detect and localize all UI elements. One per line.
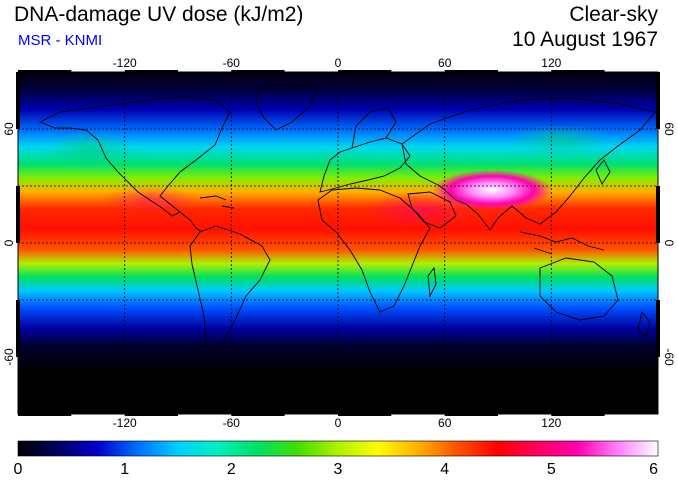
- lat-label: 60: [662, 122, 676, 136]
- lat-label: 60: [2, 122, 16, 136]
- colorbar-gradient: [17, 440, 659, 457]
- colorbar-tick-label: 1: [120, 461, 129, 478]
- map-panel: -120 -60 0 60 120 -120 -60 0 60 120 60 0…: [2, 56, 676, 430]
- lon-label: 60: [438, 416, 452, 430]
- north-america-coastline: [38, 95, 231, 217]
- latitude-labels-left: 60 0 -60: [2, 122, 16, 366]
- australia-coastline: [539, 257, 619, 321]
- lat-label: -60: [2, 348, 16, 366]
- longitude-labels-top: -120 -60 0 60 120: [113, 56, 562, 70]
- colorbar-tick-label: 6: [649, 461, 658, 478]
- pacific-cloud-band: [45, 132, 135, 168]
- colorbar-tick-label: 0: [14, 461, 23, 478]
- japan-coastline: [595, 159, 611, 185]
- lon-label: -120: [113, 56, 137, 70]
- colorbar-tick-label: 5: [547, 461, 556, 478]
- new-zealand-coastline: [637, 310, 651, 337]
- lon-label: 60: [438, 56, 452, 70]
- central-america-coastline: [179, 211, 203, 233]
- greenland-coastline: [255, 83, 319, 131]
- colorbar-tick-label: 2: [227, 461, 236, 478]
- arabia-coastline: [407, 191, 457, 229]
- colorbar-tick-label: 4: [440, 461, 449, 478]
- coastlines: [38, 83, 656, 355]
- madagascar-coastline: [427, 266, 437, 298]
- data-source-label: MSR - KNMI: [18, 32, 103, 49]
- lon-label: 0: [335, 56, 342, 70]
- lon-label: 120: [541, 56, 561, 70]
- lon-label: -60: [223, 416, 241, 430]
- latitude-labels-right: 60 0 -60: [662, 122, 676, 366]
- map-border: [16, 70, 660, 416]
- colorbar-tick-label: 3: [334, 461, 343, 478]
- caribbean-islands: [199, 195, 235, 209]
- sky-condition-label: Clear-sky: [569, 3, 658, 26]
- longitude-labels-bottom: -120 -60 0 60 120: [113, 416, 562, 430]
- africa-coastline: [317, 187, 431, 313]
- arabian-hotspot: [365, 192, 475, 228]
- graticule: [18, 72, 658, 414]
- lat-label: -60: [662, 348, 676, 366]
- lon-label: 120: [541, 416, 561, 430]
- siberia-band: [510, 124, 610, 156]
- scandinavia-coastline: [351, 107, 397, 149]
- southeast-asia-islands: [519, 231, 605, 255]
- lat-label: 0: [2, 239, 16, 246]
- asia-coastline: [401, 97, 656, 231]
- colorbar: 0 1 2 3 4 5 6: [14, 440, 659, 478]
- colorbar-ticks: 0 1 2 3 4 5 6: [14, 461, 659, 478]
- lon-label: -60: [223, 56, 241, 70]
- lat-label: 0: [662, 240, 676, 247]
- date-label: 10 August 1967: [512, 28, 658, 51]
- lon-label: -120: [113, 416, 137, 430]
- lon-label: 0: [335, 416, 342, 430]
- map-title: DNA-damage UV dose (kJ/m2): [14, 3, 304, 26]
- south-america-coastline: [189, 225, 271, 355]
